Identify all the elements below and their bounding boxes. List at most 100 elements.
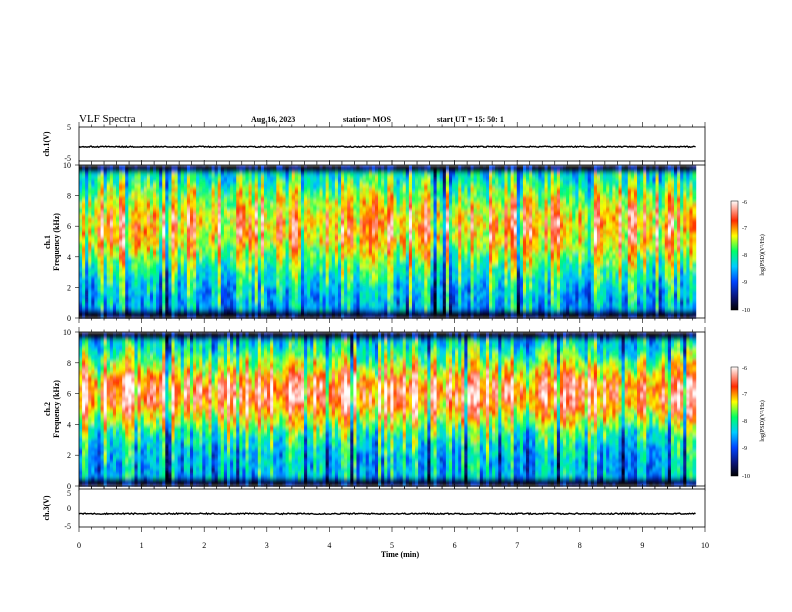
ch1-spectrogram-cell bbox=[254, 302, 259, 308]
ch1-spectrogram-cell bbox=[189, 165, 194, 170]
ch1-spectrogram-cell bbox=[183, 218, 188, 223]
ch1-spectrogram-cell bbox=[85, 256, 89, 262]
ch1-spectrogram-cell bbox=[242, 268, 247, 273]
ch1-spectrogram-cell bbox=[254, 287, 259, 292]
ch1-spectrogram-cell bbox=[230, 214, 234, 220]
ch1-spectrogram-cell bbox=[128, 287, 133, 292]
ch1-spectrogram-cell bbox=[162, 272, 166, 277]
ch1-spectrogram-cell bbox=[79, 264, 83, 269]
ch1-spectrogram-cell bbox=[168, 314, 173, 319]
ch1-spectrogram-cell bbox=[116, 195, 120, 201]
ch1-spectrogram-cell bbox=[159, 199, 163, 204]
ch1-spectrogram-cell bbox=[106, 233, 111, 239]
ch1-spectrogram-cell bbox=[79, 275, 83, 281]
ch1-spectrogram-cell bbox=[251, 172, 256, 178]
ch1-spectrogram-cell bbox=[94, 298, 99, 304]
ch1-spectrogram-cell bbox=[230, 218, 234, 223]
ch1-spectrogram-cell bbox=[211, 195, 216, 201]
ch1-spectrogram-cell bbox=[186, 168, 191, 174]
ch1-spectrogram-cell bbox=[193, 279, 197, 285]
ch1-spectrogram-cell bbox=[186, 249, 191, 254]
ch1-spectrogram-cell bbox=[230, 184, 234, 189]
ch1-spectrogram-cell bbox=[79, 226, 83, 231]
ch1-spectrogram-cell bbox=[94, 230, 99, 235]
ch1-spectrogram-cell bbox=[131, 187, 136, 193]
ch1-spectrogram-cell bbox=[196, 191, 200, 197]
ch1-spectrogram-cell bbox=[94, 226, 99, 231]
ch1-spectrogram-cell bbox=[131, 295, 136, 300]
ch1-spectrogram-cell bbox=[134, 222, 139, 227]
ch1-spectrogram-cell bbox=[236, 279, 240, 285]
ch1-spectrogram-cell bbox=[186, 226, 191, 231]
ch1-spectrogram-cell bbox=[230, 245, 234, 250]
ch1-spectrogram-cell bbox=[82, 291, 86, 296]
ch1-spectrogram-cell bbox=[85, 203, 89, 208]
ch1-spectrogram-cell bbox=[239, 222, 243, 227]
ch1-spectrogram-cell bbox=[174, 214, 179, 220]
ch1-spectrogram-cell bbox=[230, 191, 234, 197]
ch1-spectrogram-cell bbox=[196, 268, 200, 273]
ch1-spectrogram-cell bbox=[122, 172, 126, 178]
ch1-spectrogram-cell bbox=[82, 298, 86, 304]
ch1-spectrogram-cell bbox=[112, 172, 117, 178]
ch1-spectrogram-cell bbox=[174, 272, 179, 277]
ch1-spectrogram-cell bbox=[242, 249, 247, 254]
ch1-spectrogram-cell bbox=[82, 222, 86, 227]
ch1-spectrogram-cell bbox=[162, 237, 166, 243]
ch1-spectrogram-cell bbox=[106, 187, 111, 193]
ch1-spectrogram-cell bbox=[171, 168, 176, 174]
ch1-spectrogram-cell bbox=[199, 264, 203, 269]
ch1-spectrogram-cell bbox=[254, 210, 259, 216]
ch1-spectrogram-cell bbox=[159, 184, 163, 189]
ch1-spectrogram-cell bbox=[193, 249, 197, 254]
ch1-spectrogram-cell bbox=[183, 226, 188, 231]
ch1-spectrogram-cell bbox=[134, 184, 139, 189]
ch1-spectrogram-cell bbox=[116, 187, 120, 193]
ch1-spectrogram-cell bbox=[214, 260, 219, 266]
ch1-spectrogram-cell bbox=[202, 226, 206, 231]
ch1-spectrogram-cell bbox=[214, 214, 219, 220]
ch1-spectrogram-cell bbox=[220, 252, 225, 258]
ch1-spectrogram-cell bbox=[146, 199, 151, 204]
ch1-spectrogram-cell bbox=[112, 203, 117, 208]
ch1-spectrogram-cell bbox=[230, 176, 234, 181]
ch1-spectrogram-cell bbox=[202, 214, 206, 220]
ch1-spectrogram-cell bbox=[168, 218, 173, 223]
ch1-spectrogram-cell bbox=[211, 214, 216, 220]
ch1-spectrogram-cell bbox=[128, 199, 133, 204]
ch1-spectrogram-cell bbox=[180, 275, 185, 281]
ch1-spectrogram-cell bbox=[236, 218, 240, 223]
ch1-spectrogram-cell bbox=[220, 298, 225, 304]
ch1-spectrogram-cell bbox=[196, 306, 200, 311]
ch1-spectrogram-cell bbox=[211, 180, 216, 185]
ch1-spectrogram-cell bbox=[146, 314, 151, 319]
ch1-spectrogram-cell bbox=[82, 168, 86, 174]
ch1-spectrogram-cell bbox=[233, 310, 237, 315]
ch1-spectrogram-cell bbox=[245, 214, 250, 220]
ch1-spectrogram-cell bbox=[183, 172, 188, 178]
ch1-spectrogram-cell bbox=[112, 207, 117, 212]
ch1-spectrogram-cell bbox=[125, 195, 129, 201]
ch1-spectrogram-cell bbox=[159, 241, 163, 246]
ch1-spectrogram-cell bbox=[251, 260, 256, 266]
ch1-spectrogram-cell bbox=[177, 256, 182, 262]
ch1-spectrogram-cell bbox=[85, 191, 89, 197]
ch1-spectrogram-cell bbox=[165, 230, 170, 235]
ch1-spectrogram-cell bbox=[85, 210, 89, 216]
ch1-spectrogram-cell bbox=[196, 176, 200, 181]
ch1-spectrogram-cell bbox=[202, 314, 206, 319]
ch1-spectrogram-cell bbox=[137, 249, 142, 254]
ch1-spectrogram-cell bbox=[162, 172, 166, 178]
ch1-spectrogram-cell bbox=[159, 187, 163, 193]
ch1-spectrogram-cell bbox=[226, 268, 231, 273]
ch1-spectrogram-cell bbox=[174, 191, 179, 197]
ch1-spectrogram-cell bbox=[242, 184, 247, 189]
ch1-spectrogram-cell bbox=[180, 306, 185, 311]
ch1-spectrogram-cell bbox=[109, 279, 114, 285]
ch1-spectrogram-cell bbox=[103, 260, 108, 266]
ch1-spectrogram-cell bbox=[149, 245, 154, 250]
ch1-spectrogram-cell bbox=[248, 230, 253, 235]
ch1-spectrogram-cell bbox=[177, 226, 182, 231]
ch1-spectrogram-cell bbox=[134, 165, 139, 170]
